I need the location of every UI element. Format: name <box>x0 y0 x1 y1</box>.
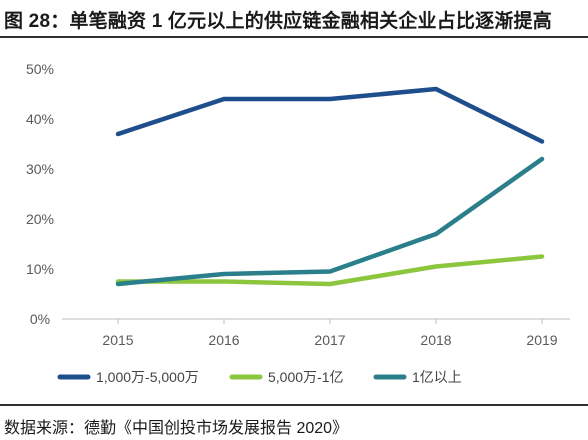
title-bar: 图 28：单笔融资 1 亿元以上的供应链金融相关企业占比逐渐提高 <box>0 0 588 38</box>
source-note: 数据来源：德勤《中国创投市场发展报告 2020》 <box>4 420 349 437</box>
x-tick-label: 2018 <box>420 332 451 348</box>
source-bar: 数据来源：德勤《中国创投市场发展报告 2020》 <box>0 404 588 440</box>
series-line-3 <box>115 156 545 287</box>
y-tick-label: 0% <box>30 311 50 327</box>
x-tick-label: 2015 <box>102 332 133 348</box>
series-line-1 <box>115 86 545 144</box>
x-tick-label: 2017 <box>314 332 345 348</box>
legend-label-3: 1亿以上 <box>412 369 462 385</box>
y-tick-label: 40% <box>26 111 54 127</box>
y-tick-label: 20% <box>26 211 54 227</box>
chart-title: 图 28：单笔融资 1 亿元以上的供应链金融相关企业占比逐渐提高 <box>4 11 552 32</box>
y-tick-label: 50% <box>26 61 54 77</box>
series-line-2 <box>115 254 545 287</box>
legend-label-1: 1,000万-5,000万 <box>96 369 199 385</box>
y-tick-label: 10% <box>26 261 54 277</box>
y-tick-label: 30% <box>26 161 54 177</box>
line-chart: 0% 10% 20% 30% 40% 50% 2015 2016 2017 2018 2019 1,0… <box>26 61 570 385</box>
x-tick-label: 2016 <box>208 332 239 348</box>
x-tick-label: 2019 <box>526 332 557 348</box>
legend-label-2: 5,000万-1亿 <box>268 369 343 385</box>
